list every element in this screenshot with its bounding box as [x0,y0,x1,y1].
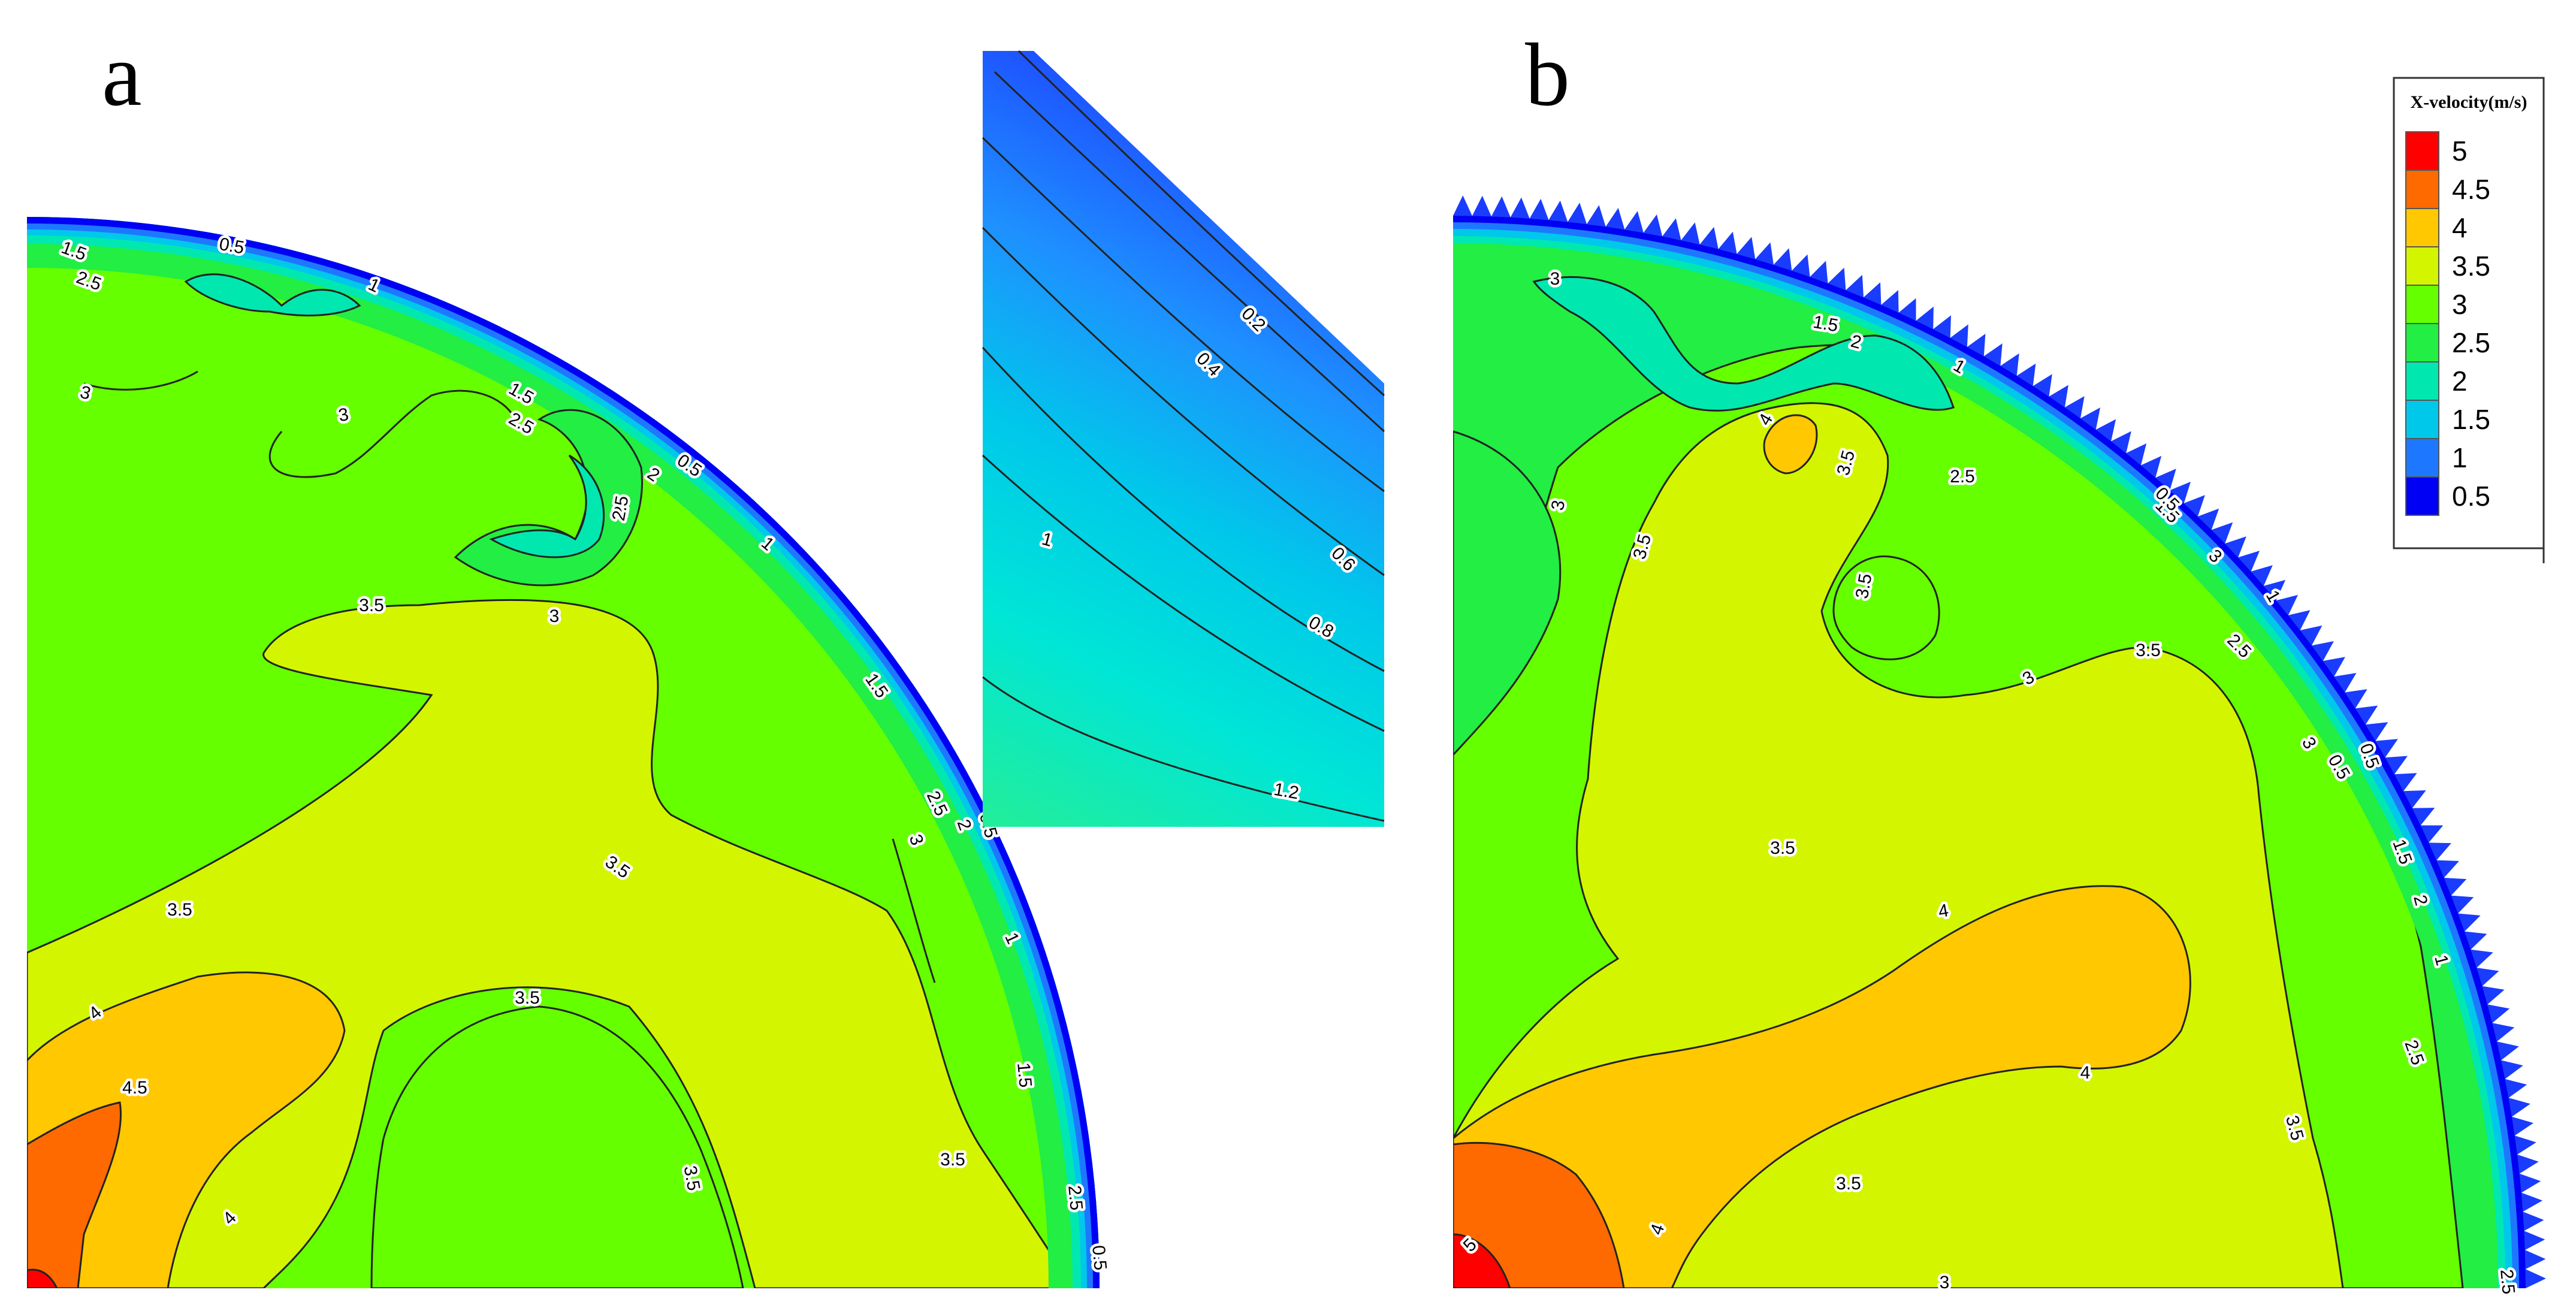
contour-label: 3 [1940,1273,1950,1292]
contour-label: 3.5 [1836,1174,1861,1194]
legend-swatch [2405,323,2439,363]
legend-tick-label: 3 [2452,289,2468,320]
inset-contour-plot: 0.20.410.60.81.2 [982,50,1385,827]
legend-tick-label: 2 [2452,365,2468,397]
contour-label: 3.5 [2136,641,2161,660]
contour-label: 3 [549,606,560,626]
contour-label: 1.5 [1013,1062,1035,1088]
legend-swatch [2405,285,2439,324]
contour-label: 2.5 [1950,467,1975,487]
legend-tick-label: 4.5 [2452,174,2490,205]
contour-label: 4.5 [122,1078,147,1098]
legend-swatch [2405,208,2439,247]
legend-tick-label: 2.5 [2452,327,2490,358]
contour-label: 0.5 [1088,1244,1110,1271]
legend-tick-label: 5 [2452,135,2468,167]
legend-title: X-velocity(m/s) [2411,92,2527,112]
contour-label: 3.5 [940,1150,965,1170]
legend-tick-label: 4 [2452,212,2468,243]
legend-swatch [2405,400,2439,439]
legend-tick-label: 0.5 [2452,481,2490,512]
legend-tick-label: 1.5 [2452,404,2490,435]
legend-swatch [2405,246,2439,286]
legend: X-velocity(m/s) 5 4.5 4 3.5 3 2.5 2 1.5 1 0.5 [2393,77,2545,563]
contour-label: 3.5 [1770,838,1795,858]
contour-label: 2.5 [1064,1185,1086,1211]
legend-swatch [2405,131,2439,171]
panel-label-a: a [102,25,142,125]
contour-label: 3 [1550,269,1560,289]
contour-label: 2.5 [2496,1268,2518,1295]
panel-a-contour-plot: 0.51.52.513321.52.50.522.5133.51.52.520.… [27,217,1113,1288]
legend-swatch [2405,476,2439,516]
contour-label: 3.5 [359,596,384,615]
contour-label: 3.5 [515,988,540,1008]
legend-tick-label: 3.5 [2452,250,2490,282]
contour-label: 3.5 [167,900,192,920]
legend-swatch [2405,170,2439,209]
contour-label: 4 [2080,1063,2091,1083]
legend-swatch [2405,438,2439,478]
legend-swatch [2405,361,2439,401]
panel-label-b: b [1525,25,1570,125]
legend-tick-label: 1 [2452,442,2468,473]
